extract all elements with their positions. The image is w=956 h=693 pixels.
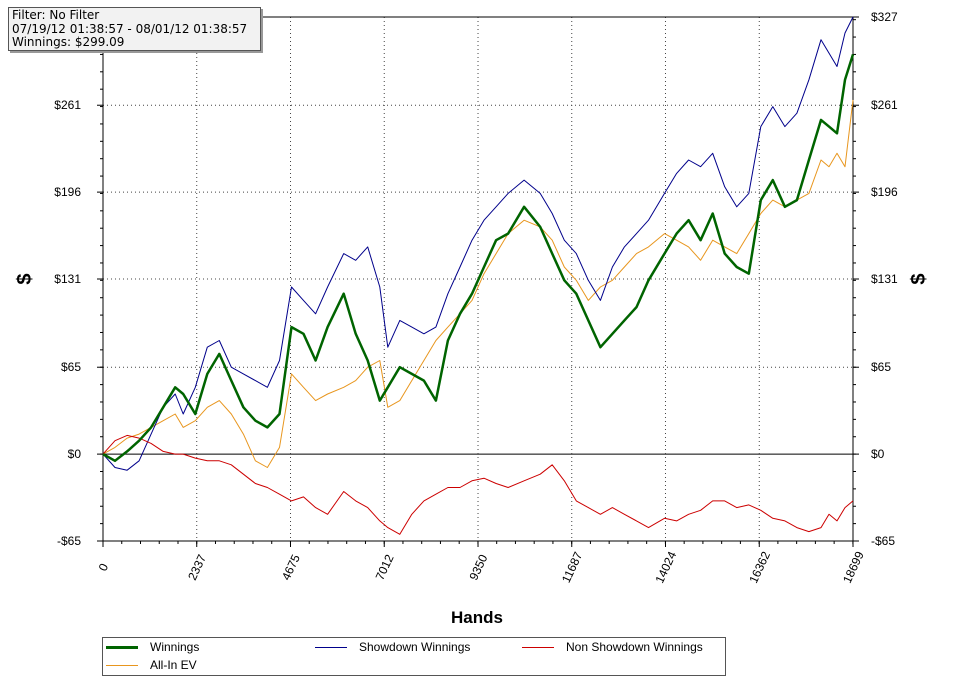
x-tick-label: 14024 <box>652 549 679 585</box>
grid <box>103 17 853 541</box>
y-axis-title-right: $ <box>908 273 930 284</box>
y-tick-label-left: -$65 <box>57 534 81 548</box>
x-tick-label: 7012 <box>373 552 397 582</box>
x-axis-title: Hands <box>451 608 503 627</box>
legend: Winnings Showdown Winnings Non Showdown … <box>102 637 726 676</box>
x-tick-labels: 0 2337 4675 7012 9350 11687 14024 16362 18699 <box>96 549 867 585</box>
y-tick-labels-right: -$65 $0 $65 $131 $196 $261 $327 <box>871 10 898 548</box>
legend-item-winnings: Winnings <box>106 640 199 654</box>
legend-item-allin-ev: All-In EV <box>106 658 197 672</box>
y-tick-label-left: $0 <box>68 447 82 461</box>
y-tick-label-left: $196 <box>54 185 81 199</box>
x-tick-label: 16362 <box>746 549 773 585</box>
winnings-line <box>102 54 855 463</box>
showdown-winnings-line <box>102 16 854 471</box>
y-tick-label-right: $327 <box>871 10 898 24</box>
info-box: Filter: No Filter 07/19/12 01:38:57 - 08… <box>8 7 261 51</box>
legend-swatch-allin-ev <box>106 664 138 666</box>
y-tick-label-left: $65 <box>61 360 81 374</box>
x-tick-label: 11687 <box>559 549 586 585</box>
legend-item-non-showdown: Non Showdown Winnings <box>522 640 703 654</box>
series-lines <box>102 16 855 535</box>
legend-item-showdown: Showdown Winnings <box>315 640 470 654</box>
non-showdown-winnings-line <box>102 434 854 535</box>
x-tick-label: 2337 <box>185 552 209 582</box>
ticks <box>97 16 859 547</box>
x-tick-label: 0 <box>96 561 112 573</box>
y-tick-label-left: $131 <box>54 272 81 286</box>
legend-swatch-winnings <box>106 645 138 649</box>
winnings-text: Winnings: $299.09 <box>12 35 125 49</box>
y-tick-label-right: $196 <box>871 185 898 199</box>
x-tick-label: 18699 <box>840 549 867 585</box>
all-in-ev-line <box>102 99 854 468</box>
legend-label-non-showdown: Non Showdown Winnings <box>566 640 703 654</box>
legend-label-winnings: Winnings <box>150 640 200 654</box>
legend-swatch-non-showdown <box>522 646 554 648</box>
legend-swatch-showdown <box>315 646 347 648</box>
legend-label-allin-ev: All-In EV <box>150 658 197 672</box>
x-tick-label: 4675 <box>279 552 303 582</box>
y-tick-label-right: $261 <box>871 98 898 112</box>
y-tick-labels-left: -$65$0$65$131$196$261$327 <box>54 10 81 548</box>
y-tick-label-left: $261 <box>54 98 81 112</box>
y-tick-label-right: $65 <box>871 360 891 374</box>
y-tick-label-right: $131 <box>871 272 898 286</box>
y-tick-label-right: -$65 <box>871 534 895 548</box>
y-axis-title-left: $ <box>14 273 36 284</box>
date-range-text: 07/19/12 01:38:57 - 08/01/12 01:38:57 <box>12 21 248 36</box>
x-tick-label: 9350 <box>466 552 490 582</box>
filter-text: Filter: No Filter <box>12 8 100 22</box>
legend-label-showdown: Showdown Winnings <box>359 640 471 654</box>
y-tick-label-right: $0 <box>871 447 885 461</box>
